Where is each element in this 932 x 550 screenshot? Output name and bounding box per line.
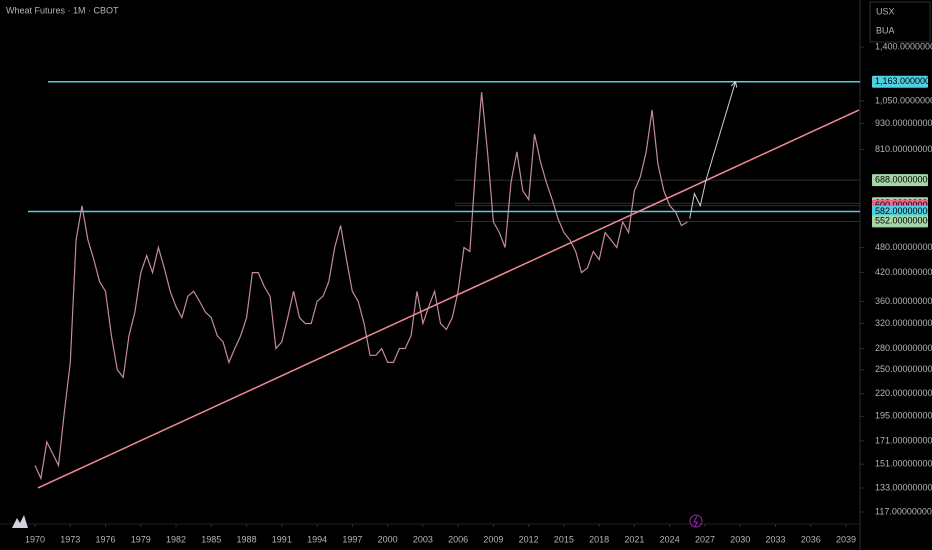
- x-tick-label: 1988: [237, 534, 257, 544]
- x-tick-label: 2003: [413, 534, 433, 544]
- price-label-box: [872, 174, 928, 187]
- y-tick-label: 220.00000000: [875, 388, 932, 398]
- currency: USX: [876, 6, 895, 16]
- x-tick-label: 2018: [589, 534, 609, 544]
- x-tick-label: 2024: [660, 534, 680, 544]
- x-tick-label: 2027: [695, 534, 715, 544]
- y-tick-label: 810.00000000: [875, 144, 932, 154]
- y-tick-label: 1,400.00000000: [875, 41, 932, 51]
- chart-title: Wheat Futures · 1M · CBOT: [6, 5, 119, 15]
- y-tick-label: 480.00000000: [875, 242, 932, 252]
- logo[interactable]: [12, 515, 28, 528]
- x-tick-label: 1973: [60, 534, 80, 544]
- x-tick-label: 2036: [801, 534, 821, 544]
- price-label-box: [872, 215, 928, 228]
- price-label: 600.00000000: [875, 200, 932, 210]
- x-tick-label: 1970: [25, 534, 45, 544]
- y-tick-label: 250.00000000: [875, 364, 932, 374]
- x-tick-label: 1976: [96, 534, 116, 544]
- trendline: [37, 109, 860, 489]
- x-tick-label: 1979: [131, 534, 151, 544]
- price-label: 582.00000000: [875, 206, 932, 216]
- unit-label: BUA: [876, 25, 895, 35]
- price-label: 552.00000000: [875, 216, 932, 226]
- y-tick-label: 420.00000000: [875, 267, 932, 277]
- x-tick-label: 2033: [765, 534, 785, 544]
- x-tick-label: 2006: [448, 534, 468, 544]
- x-tick-label: 2009: [483, 534, 503, 544]
- y-tick-label: 360.00000000: [875, 296, 932, 306]
- y-tick-label: 195.00000000: [875, 411, 932, 421]
- y-tick-label: 1,050.00000000: [875, 95, 932, 105]
- x-tick-label: 2000: [378, 534, 398, 544]
- x-tick-label: 1982: [166, 534, 186, 544]
- projection-path: [689, 81, 736, 219]
- x-tick-label: 1991: [272, 534, 292, 544]
- y-tick-label: 280.00000000: [875, 343, 932, 353]
- currency-box: [869, 1, 931, 43]
- x-tick-label: 1985: [201, 534, 221, 544]
- x-tick-label: 2012: [519, 534, 539, 544]
- y-tick-label: 320.00000000: [875, 318, 932, 328]
- projection-arrowhead: [730, 80, 738, 88]
- y-tick-label: 171.00000000: [875, 435, 932, 445]
- y-tick-label: 151.00000000: [875, 459, 932, 469]
- y-tick-label: 930.00000000: [875, 118, 932, 128]
- x-tick-label: 2039: [836, 534, 856, 544]
- x-tick-label: 1994: [307, 534, 327, 544]
- alert-bolt: [693, 515, 698, 528]
- price-line: [34, 92, 688, 481]
- x-tick-label: 2021: [624, 534, 644, 544]
- x-tick-label: 1997: [342, 534, 362, 544]
- x-tick-label: 2015: [554, 534, 574, 544]
- alert-icon[interactable]: [689, 514, 703, 528]
- x-tick-label: 2030: [730, 534, 750, 544]
- y-tick-label: 133.00000000: [875, 482, 932, 492]
- price-label-box: [872, 75, 928, 88]
- price-label-box: [872, 205, 928, 218]
- y-tick-label: 117.00000000: [875, 506, 932, 516]
- price-label: 1,163.00000000: [875, 76, 932, 86]
- price-label: 688.00000000: [875, 174, 932, 184]
